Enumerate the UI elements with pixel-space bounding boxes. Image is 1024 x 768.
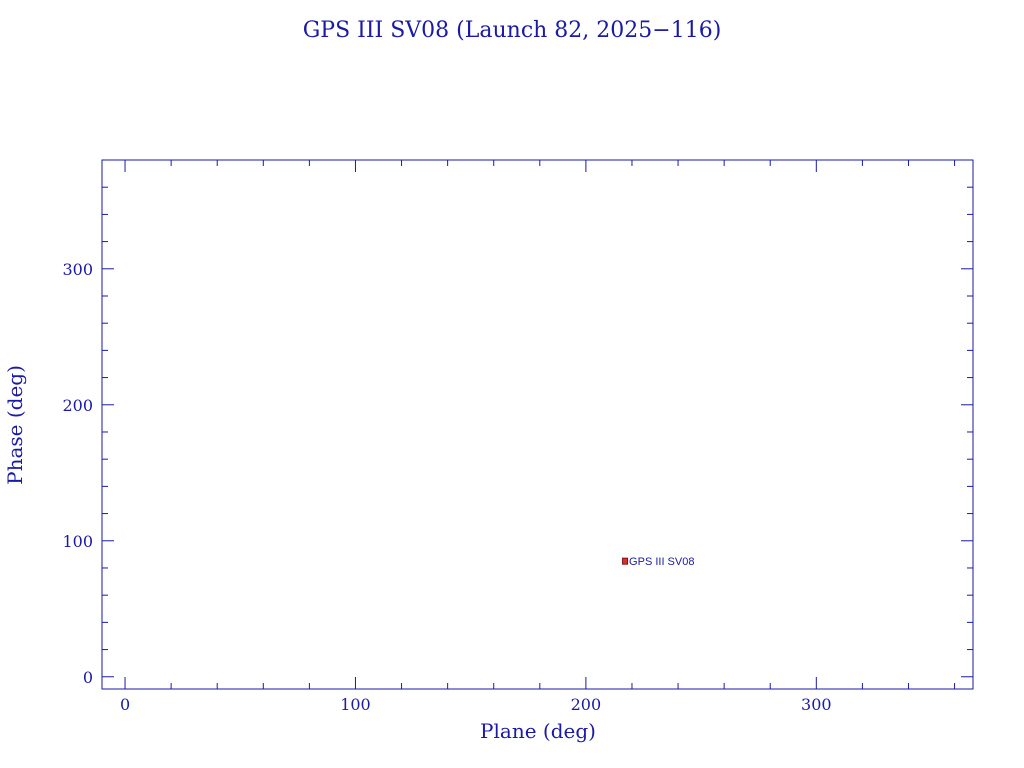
y-tick-label: 100: [62, 532, 93, 551]
x-axis-label: Plane (deg): [480, 719, 596, 743]
x-tick-label: 300: [801, 695, 832, 714]
data-point-label: GPS III SV08: [629, 556, 694, 568]
axis-ticks: [102, 159, 973, 689]
y-tick-label: 200: [62, 396, 93, 415]
y-tick-label: 0: [83, 668, 93, 687]
chart-title: GPS III SV08 (Launch 82, 2025−116): [303, 18, 722, 43]
x-tick-label: 0: [120, 695, 130, 714]
plot-frame: [101, 159, 974, 690]
x-tick-label: 100: [340, 695, 371, 714]
axis-tick-labels: 0 100 200 300 0 100 200 300: [62, 260, 831, 714]
x-tick-label: 200: [571, 695, 602, 714]
y-axis-label: Phase (deg): [3, 365, 27, 485]
data-point-marker: [622, 557, 629, 565]
data-points: GPS III SV08: [622, 556, 694, 568]
y-tick-label: 300: [62, 260, 93, 279]
